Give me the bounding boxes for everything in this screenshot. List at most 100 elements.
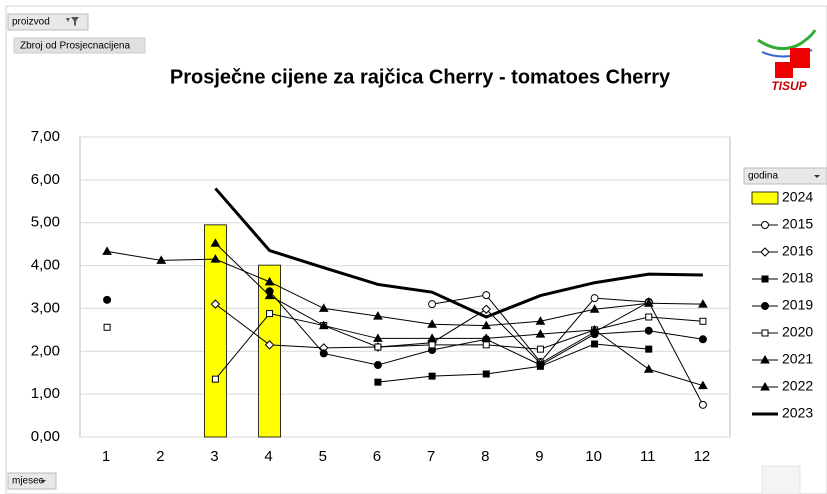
- value-field: Zbroj od Prosjecnacijena: [20, 41, 130, 52]
- marker: [428, 372, 436, 380]
- marker: [103, 323, 111, 331]
- marker: [698, 380, 708, 390]
- marker: [643, 364, 654, 373]
- marker: [373, 311, 383, 320]
- marker: [536, 345, 544, 353]
- marker: [319, 349, 328, 358]
- marker: [428, 300, 437, 309]
- marker: [481, 333, 492, 342]
- chart-title: Prosječne cijene za rajčica Cherry - tom…: [170, 66, 671, 88]
- marker: [482, 341, 490, 349]
- marker: [643, 298, 654, 307]
- marker: [374, 343, 382, 351]
- marker: [761, 275, 769, 283]
- legend: 2024 2015 2016 2018 2019 2020 2021 2022 2023: [751, 189, 813, 421]
- plot: [102, 187, 708, 438]
- y-tick-label: 4,00: [31, 257, 60, 274]
- marker: [535, 329, 546, 338]
- legend-label: 2016: [782, 243, 813, 259]
- marker: [644, 326, 653, 335]
- x-tick-label: 1: [102, 448, 110, 465]
- legend-item: 2016: [752, 243, 813, 259]
- y-tick-label: 2,00: [31, 342, 60, 359]
- legend-field-button[interactable]: [743, 167, 827, 185]
- marker: [698, 400, 707, 409]
- legend-label: 2015: [782, 216, 813, 232]
- marker: [699, 317, 707, 325]
- marker: [536, 361, 545, 369]
- x-tick-label: 4: [264, 448, 272, 465]
- series-line: [215, 313, 703, 380]
- legend-item: 2021: [752, 351, 813, 367]
- marker: [211, 375, 219, 383]
- marker: [373, 361, 382, 369]
- axis-field-button[interactable]: [7, 472, 57, 490]
- series-line: [432, 294, 704, 406]
- marker: [373, 333, 383, 342]
- x-tick-label: 5: [319, 448, 327, 465]
- legend-item: 2015: [752, 216, 813, 232]
- legend-item: 2018: [752, 270, 813, 286]
- marker: [266, 310, 274, 318]
- x-tick-label: 12: [694, 448, 711, 465]
- marker: [761, 302, 769, 310]
- legend-item: 2020: [752, 324, 813, 340]
- y-tick-label: 0,00: [31, 428, 60, 445]
- legend-label: 2018: [782, 270, 813, 286]
- legend-item: 2024: [751, 189, 813, 205]
- marker: [591, 340, 599, 348]
- marker: [698, 299, 708, 308]
- legend-label: 2023: [782, 405, 813, 421]
- marker: [318, 320, 329, 330]
- marker: [264, 290, 275, 300]
- x-tick-label: 11: [640, 448, 656, 465]
- legend-label: 2022: [782, 378, 813, 394]
- marker: [761, 221, 769, 229]
- series-line: [214, 187, 703, 319]
- filter-icon: [66, 17, 79, 26]
- marker: [427, 319, 437, 328]
- legend-label: 2020: [782, 324, 813, 340]
- marker: [102, 246, 112, 255]
- marker: [535, 316, 546, 325]
- marker: [481, 304, 491, 314]
- marker: [760, 381, 770, 391]
- legend-item: 2022: [752, 378, 813, 394]
- marker: [645, 313, 653, 321]
- marker: [645, 345, 653, 353]
- y-tick-label: 3,00: [31, 299, 60, 316]
- logo-text: TISUP: [771, 79, 807, 93]
- x-tick-label: 10: [585, 448, 602, 465]
- marker: [264, 340, 275, 350]
- marker: [428, 341, 436, 349]
- marker: [103, 295, 112, 304]
- logo-swoosh: [757, 29, 817, 51]
- value-field-button[interactable]: [13, 37, 146, 54]
- y-tick-label: 5,00: [31, 214, 60, 231]
- dropdown-icon: [40, 480, 46, 483]
- scroll-widget[interactable]: [761, 465, 801, 494]
- marker: [156, 255, 167, 264]
- x-tick-label: 3: [210, 448, 218, 465]
- marker: [698, 335, 707, 344]
- marker: [318, 303, 329, 312]
- series-line: [215, 242, 704, 387]
- legend-swatch: [751, 191, 779, 205]
- axis-field: mjesec: [12, 476, 44, 487]
- marker: [589, 304, 600, 313]
- x-tick-label: 9: [535, 448, 543, 465]
- x-tick-label: 2: [156, 448, 164, 465]
- series-line: [107, 250, 703, 327]
- y-tick-label: 6,00: [31, 171, 60, 188]
- marker: [264, 276, 275, 286]
- marker: [210, 299, 221, 309]
- marker: [760, 354, 770, 364]
- marker: [427, 333, 437, 342]
- legend-label: 2021: [782, 351, 813, 367]
- marker: [210, 238, 221, 247]
- legend-item: 2019: [752, 297, 813, 313]
- marker: [760, 247, 770, 257]
